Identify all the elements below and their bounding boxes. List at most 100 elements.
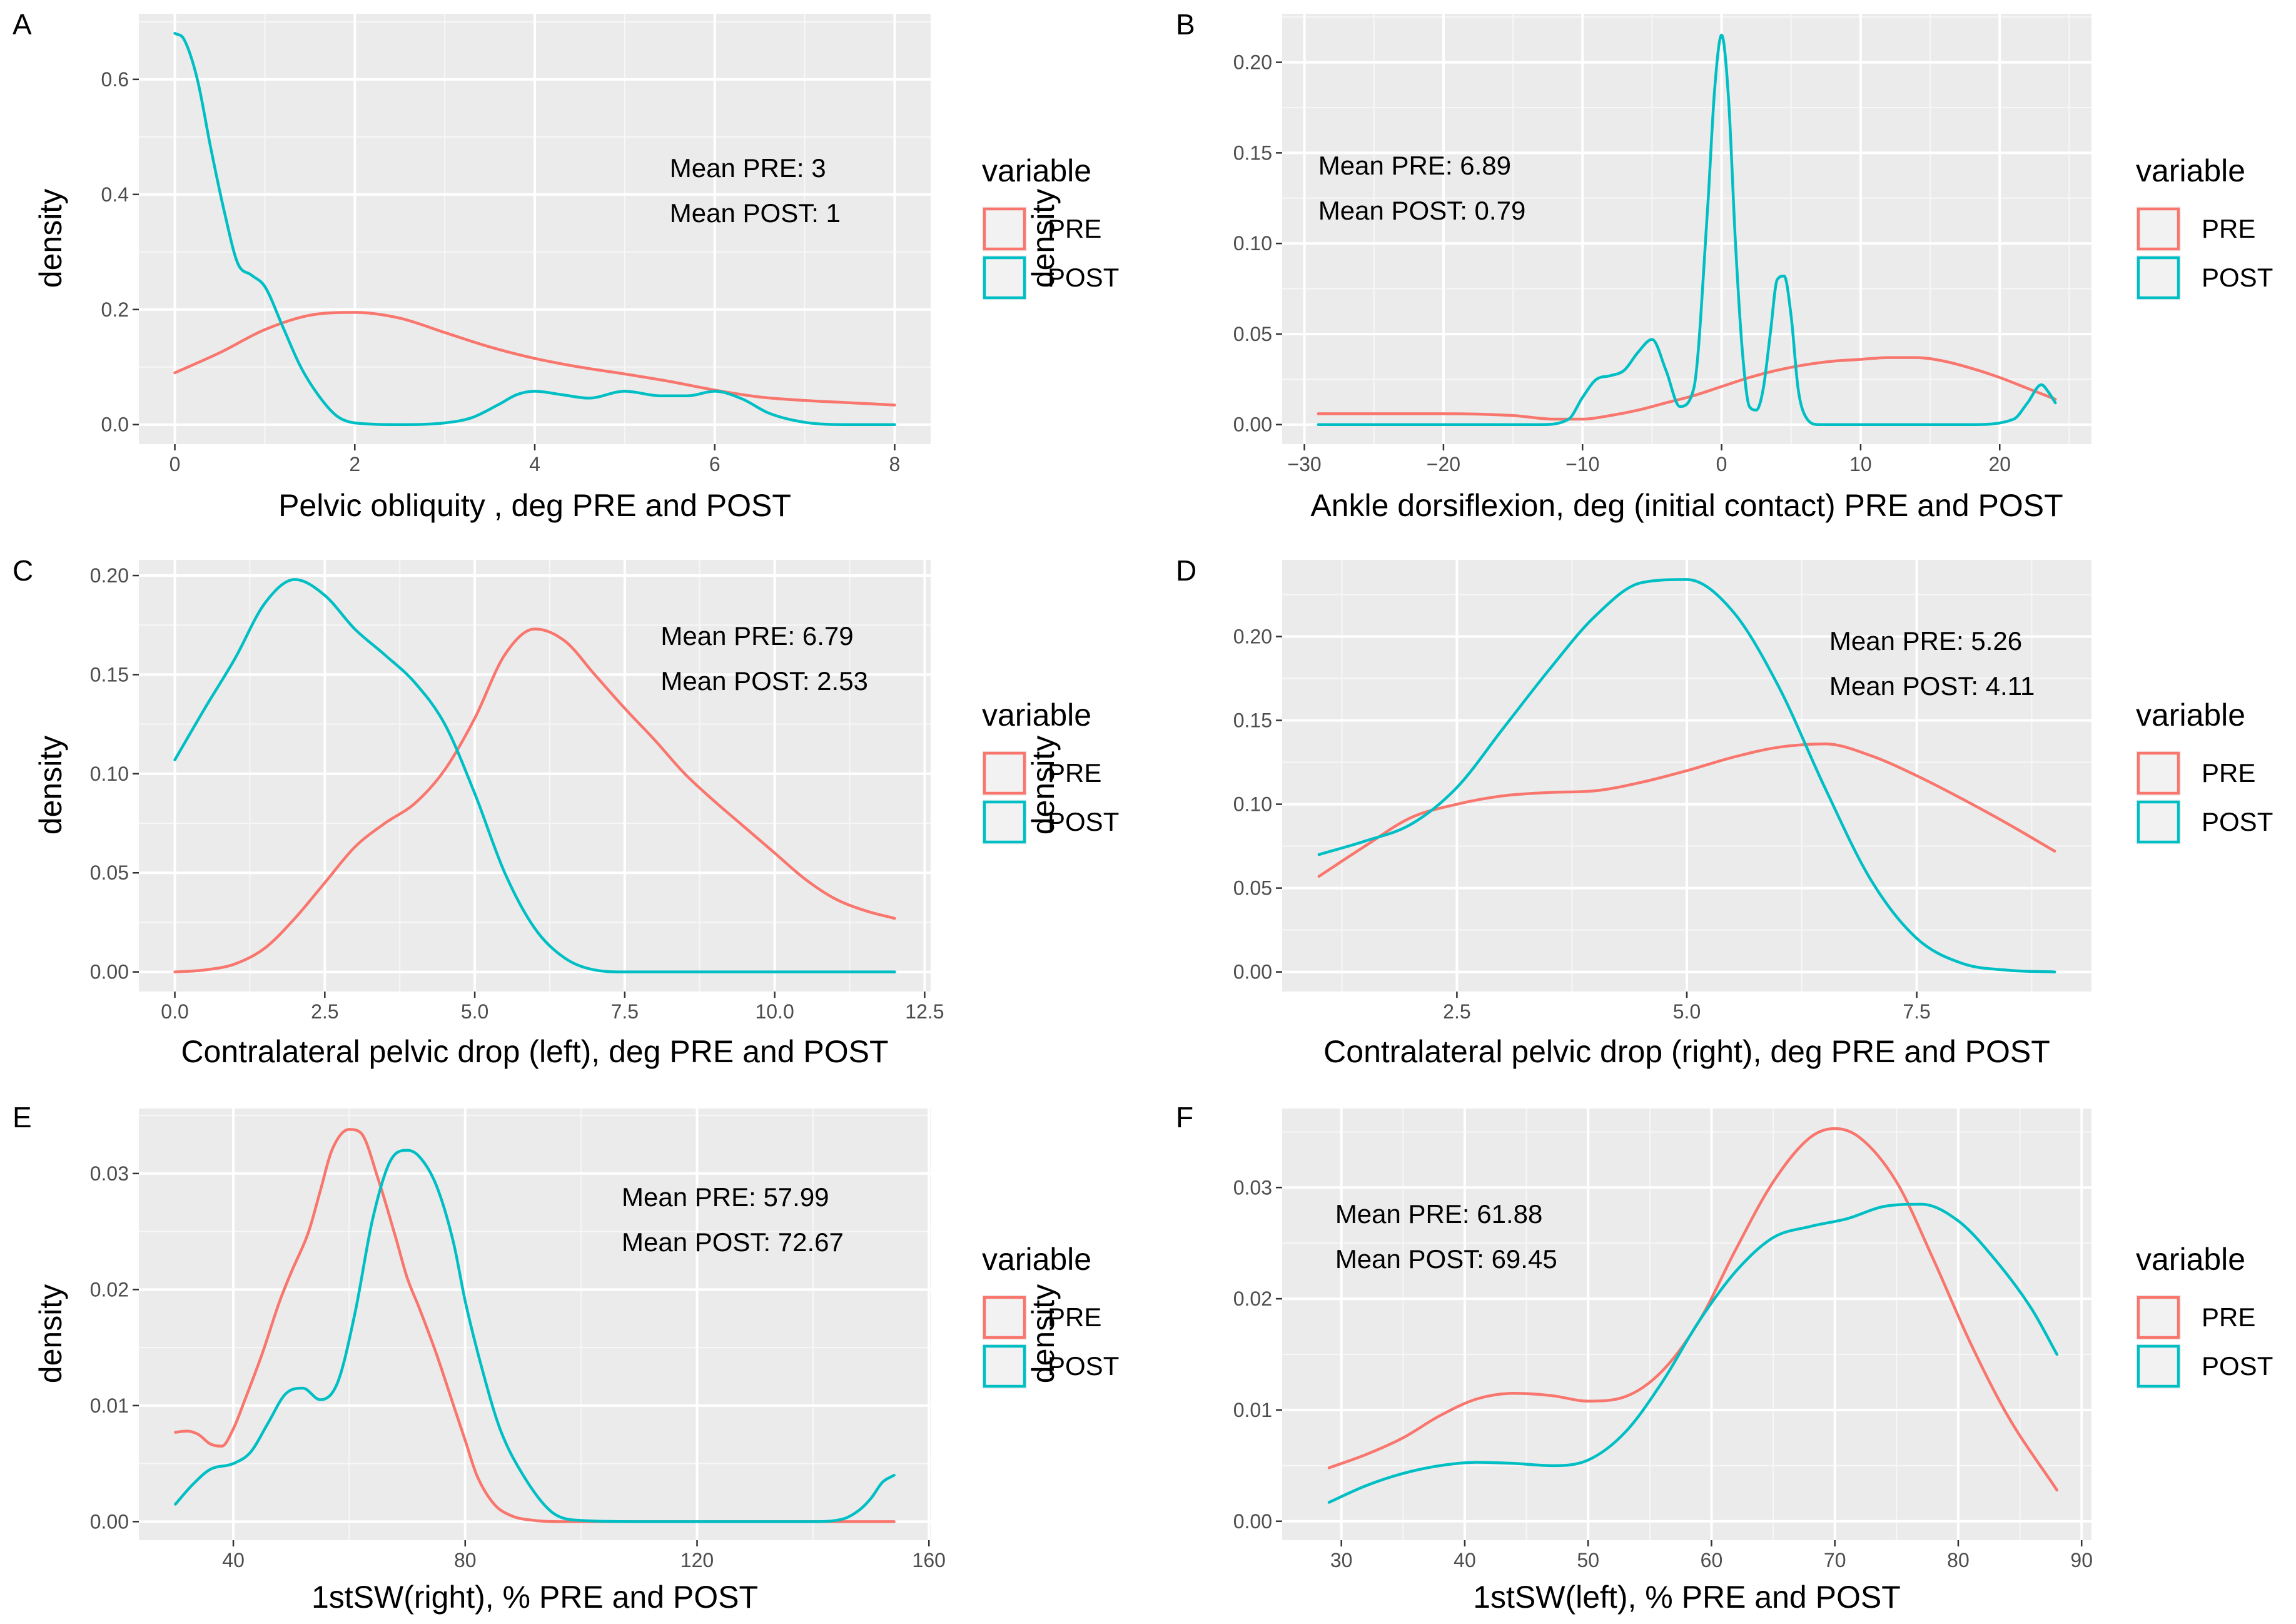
legend-key-pre xyxy=(983,751,1026,795)
legend-label: POST xyxy=(1048,807,1119,836)
x-tick-label: 160 xyxy=(913,1549,946,1571)
x-tick-label: 5.0 xyxy=(461,1000,488,1023)
density-curve-post xyxy=(1327,1202,2059,1504)
density-curve-post xyxy=(174,1149,896,1523)
x-tick-label: 80 xyxy=(454,1549,477,1571)
legend-key-pre xyxy=(2137,207,2180,251)
density-curve-pre xyxy=(1327,1127,2059,1492)
x-tick-label: 0 xyxy=(169,453,181,475)
x-tick-label: 2.5 xyxy=(311,1000,338,1023)
panel-f: 30 40 50 60 70 80 90 0.00 0.01 0.02 0.03 Mean PRE: … xyxy=(1026,1101,2273,1615)
panel-c: 0.0 2.5 5.0 7.5 10.0 12.5 0.00 0.05 0.10 0.15 0.20… xyxy=(13,554,1119,1069)
mean-annotation: Mean POST: 1 xyxy=(670,198,841,228)
mean-annotation: Mean POST: 72.67 xyxy=(622,1227,844,1257)
legend-key-pre xyxy=(983,207,1026,251)
y-tick-label: 0.2 xyxy=(101,298,129,321)
x-tick-label: 90 xyxy=(2070,1549,2093,1571)
y-tick-label: 0.10 xyxy=(1233,232,1272,255)
y-tick-label: 0.05 xyxy=(1233,323,1272,345)
x-tick-label: 7.5 xyxy=(611,1000,639,1023)
legend-label: PRE xyxy=(1048,758,1101,788)
plot-panel-background xyxy=(1282,14,2091,444)
mean-annotation: Mean POST: 69.45 xyxy=(1335,1244,1557,1274)
x-tick-label: 60 xyxy=(1701,1549,1723,1571)
mean-annotation: Mean PRE: 57.99 xyxy=(622,1182,829,1212)
panel-label: A xyxy=(13,8,32,41)
panel-e: 40 80 120 160 0.00 0.01 0.02 0.03 Mean PRE: 57.9… xyxy=(13,1101,1119,1615)
legend-label: POST xyxy=(1048,263,1119,292)
panel-label: E xyxy=(13,1101,32,1134)
x-tick-label: 40 xyxy=(222,1549,245,1571)
legend-label: PRE xyxy=(2202,758,2255,788)
y-tick-label: 0.20 xyxy=(1233,51,1272,74)
y-tick-label: 0.15 xyxy=(1233,141,1272,164)
y-tick-label: 0.00 xyxy=(1233,1510,1272,1533)
density-curve-pre xyxy=(173,311,896,407)
mean-annotation: Mean PRE: 6.89 xyxy=(1318,151,1511,180)
density-curve-post xyxy=(173,578,896,973)
legend-label: PRE xyxy=(1048,214,1101,243)
x-tick-label: 4 xyxy=(529,453,540,475)
legend-title: variable xyxy=(982,153,1091,188)
legend-label: PRE xyxy=(2202,1302,2255,1332)
y-tick-label: 0.10 xyxy=(90,763,129,785)
y-tick-label: 0.0 xyxy=(101,414,129,436)
y-tick-label: 0.20 xyxy=(1233,626,1272,648)
x-axis-title: Contralateral pelvic drop (left), deg PR… xyxy=(181,1034,888,1069)
legend-key-post xyxy=(2137,1344,2180,1388)
y-tick-label: 0.05 xyxy=(1233,877,1272,900)
legend-key-post xyxy=(2137,256,2180,300)
x-tick-label: 7.5 xyxy=(1903,1000,1930,1023)
legend-title: variable xyxy=(2136,1242,2245,1277)
legend-key-pre xyxy=(983,1296,1026,1339)
y-tick-label: 0.05 xyxy=(90,861,129,884)
x-tick-label: 6 xyxy=(709,453,721,475)
density-curve-pre xyxy=(1317,356,2057,421)
panel-label: D xyxy=(1176,554,1196,587)
x-axis-title: Contralateral pelvic drop (right), deg P… xyxy=(1323,1034,2050,1069)
x-tick-label: 70 xyxy=(1824,1549,1846,1571)
y-tick-label: 0.03 xyxy=(90,1162,129,1185)
y-tick-label: 0.02 xyxy=(90,1278,129,1301)
legend-title: variable xyxy=(2136,698,2245,733)
y-tick-label: 0.15 xyxy=(90,663,129,686)
panel-label: B xyxy=(1176,8,1195,41)
x-axis-title: Ankle dorsiflexion, deg (initial contact… xyxy=(1310,488,2063,523)
y-tick-label: 0.20 xyxy=(90,564,129,587)
x-tick-label: 80 xyxy=(1947,1549,1970,1571)
y-tick-label: 0.4 xyxy=(101,183,129,206)
y-tick-label: 0.02 xyxy=(1233,1287,1272,1310)
y-axis-title: density xyxy=(1026,189,1061,288)
y-tick-label: 0.15 xyxy=(1233,709,1272,732)
x-tick-label: 20 xyxy=(1988,453,2011,475)
legend-key-post xyxy=(983,1344,1026,1388)
legend-key-post xyxy=(2137,800,2180,844)
x-axis-title: Pelvic obliquity , deg PRE and POST xyxy=(278,488,791,523)
x-tick-label: 120 xyxy=(680,1549,714,1571)
legend-title: variable xyxy=(982,698,1091,733)
mean-annotation: Mean PRE: 6.79 xyxy=(660,621,853,651)
y-tick-label: 0.01 xyxy=(1233,1399,1272,1421)
x-tick-label: 2 xyxy=(349,453,360,475)
x-tick-label: 50 xyxy=(1577,1549,1599,1571)
y-axis-title: density xyxy=(33,189,68,288)
legend-label: PRE xyxy=(1048,1302,1101,1332)
x-tick-label: 0.0 xyxy=(161,1000,188,1023)
legend-label: POST xyxy=(1048,1351,1119,1381)
panel-a: 0 2 4 6 8 0.0 0.2 0.4 0.6 Mean PRE: 3 Mean POST: 1… xyxy=(13,8,1119,523)
y-tick-label: 0.00 xyxy=(90,1510,129,1533)
y-axis-title: density xyxy=(1026,736,1061,835)
density-curve-post xyxy=(1317,578,2056,973)
x-axis-title: 1stSW(right), % PRE and POST xyxy=(311,1580,758,1615)
legend-title: variable xyxy=(982,1242,1091,1277)
x-tick-label: 8 xyxy=(889,453,901,475)
legend-label: PRE xyxy=(2202,214,2255,243)
x-tick-label: −10 xyxy=(1565,453,1599,475)
y-tick-label: 0.10 xyxy=(1233,793,1272,816)
legend-title: variable xyxy=(2136,153,2245,188)
panel-label: C xyxy=(13,554,33,587)
x-tick-label: 10.0 xyxy=(755,1000,794,1023)
mean-annotation: Mean PRE: 61.88 xyxy=(1335,1199,1543,1229)
legend-label: POST xyxy=(2202,1351,2273,1381)
